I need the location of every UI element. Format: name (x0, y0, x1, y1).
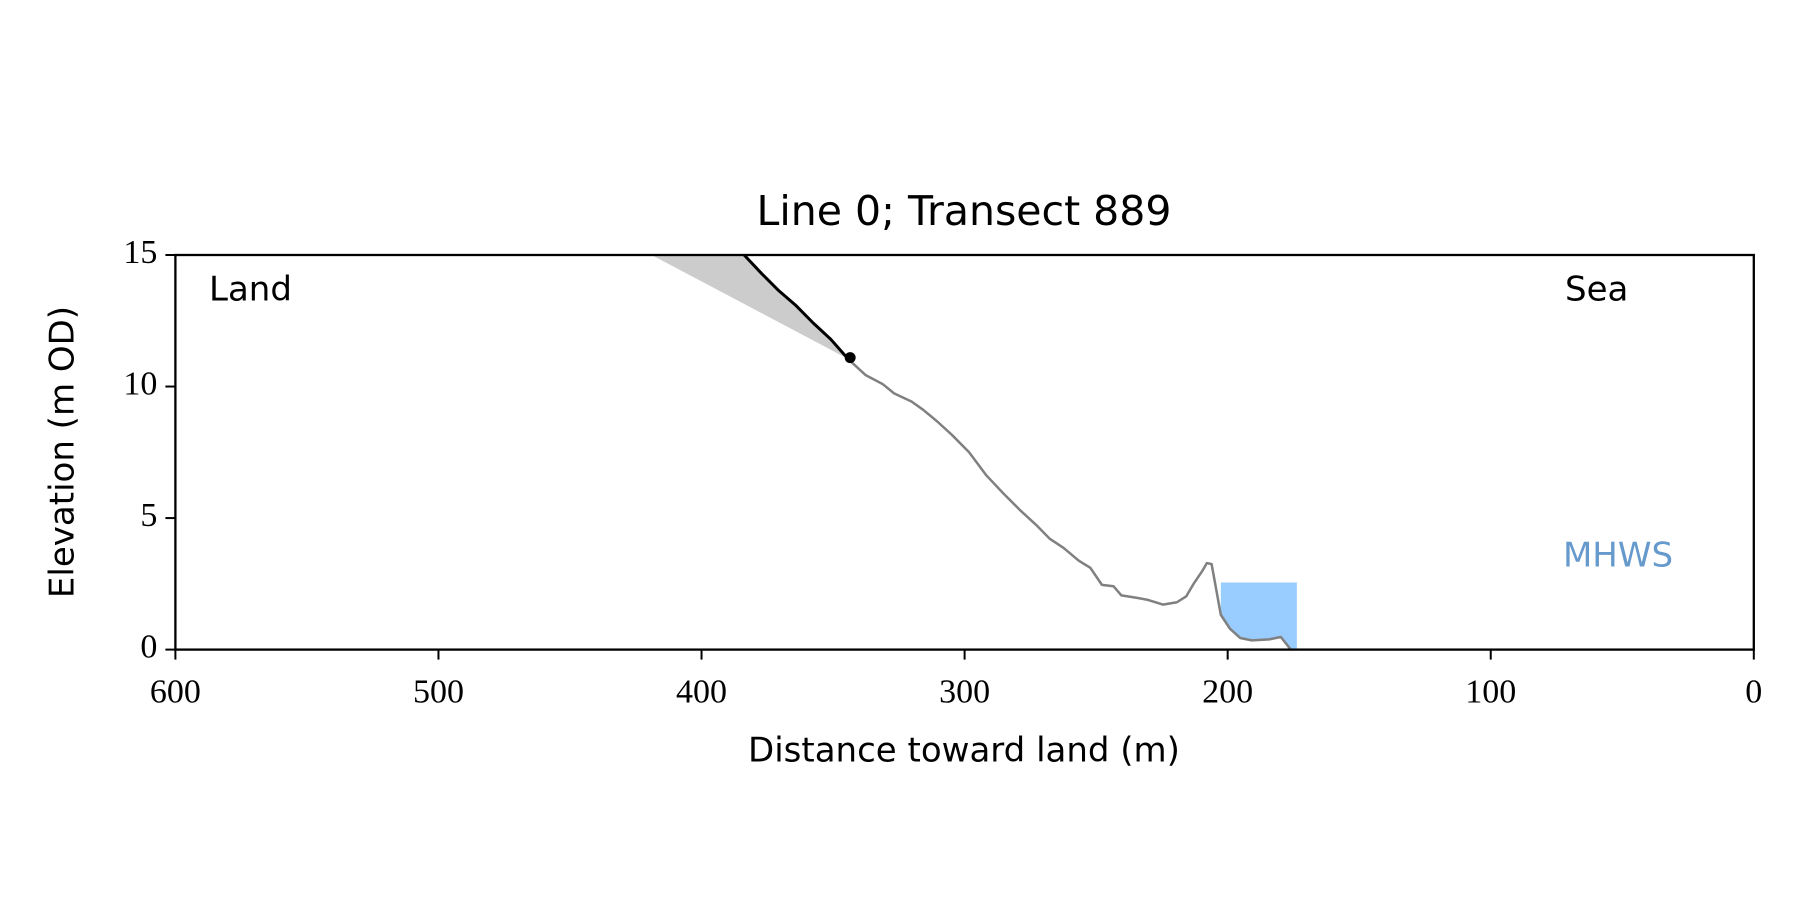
y-tick-label: 5 (140, 497, 157, 534)
x-tick-label: 200 (1202, 673, 1253, 710)
water-fill (1220, 582, 1297, 650)
x-tick-label: 400 (676, 673, 727, 710)
x-tick-label: 0 (1745, 673, 1762, 710)
annotation: Land (209, 270, 292, 310)
axes-frame (174, 253, 1755, 651)
y-tick-label: 0 (140, 628, 157, 665)
y-tick-label: 15 (123, 234, 157, 271)
point (844, 352, 856, 364)
profile-line (847, 357, 1291, 650)
x-tick-label: 300 (939, 673, 990, 710)
mhws-label: MHWS (1563, 536, 1673, 576)
x-axis-label: Distance toward land (m) (748, 731, 1180, 771)
x-tick-label: 500 (413, 673, 464, 710)
x-tick-label: 600 (150, 673, 201, 710)
x-tick-label: 100 (1465, 673, 1516, 710)
profile-line (743, 253, 850, 360)
annotation: Sea (1565, 270, 1628, 310)
y-axis-label: Elevation (m OD) (43, 306, 83, 598)
chart-title: Line 0; Transect 889 (757, 187, 1172, 235)
shaded-area (651, 255, 849, 359)
y-tick-label: 10 (123, 365, 157, 402)
